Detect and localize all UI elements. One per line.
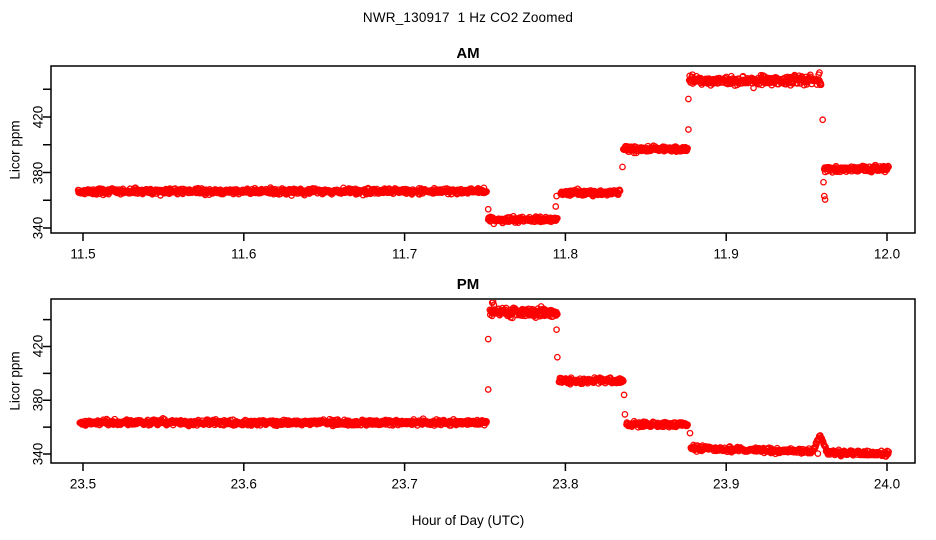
y-tick-label: 380	[30, 161, 46, 184]
x-tick-label: 11.7	[391, 246, 418, 262]
pm-y-axis-label: Licor ppm	[7, 351, 23, 411]
y-tick-label: 340	[30, 442, 46, 466]
y-tick-label: 420	[30, 105, 46, 129]
am-y-axis-label: Licor ppm	[7, 120, 23, 180]
y-tick-label: 340	[30, 216, 46, 240]
x-tick-label: 11.8	[552, 246, 579, 262]
x-tick-label: 11.6	[231, 246, 257, 262]
x-tick-label: 23.8	[552, 476, 579, 492]
x-tick-label: 23.9	[713, 476, 740, 492]
x-tick-label: 11.5	[70, 246, 96, 262]
am-panel-title: AM	[456, 45, 480, 62]
x-tick-label: 23.6	[230, 476, 257, 492]
x-tick-label: 23.5	[69, 476, 97, 492]
x-axis-label: Hour of Day (UTC)	[411, 513, 525, 528]
x-tick-label: 12.0	[873, 246, 901, 262]
x-tick-label: 24.0	[873, 476, 901, 492]
y-tick-label: 380	[30, 388, 46, 412]
y-tick-label: 420	[30, 335, 46, 358]
pm-panel-title: PM	[456, 276, 480, 293]
x-tick-label: 11.9	[713, 246, 739, 262]
figure-title: NWR_130917 1 Hz CO2 Zoomed	[362, 10, 574, 25]
x-tick-label: 23.7	[391, 476, 418, 492]
